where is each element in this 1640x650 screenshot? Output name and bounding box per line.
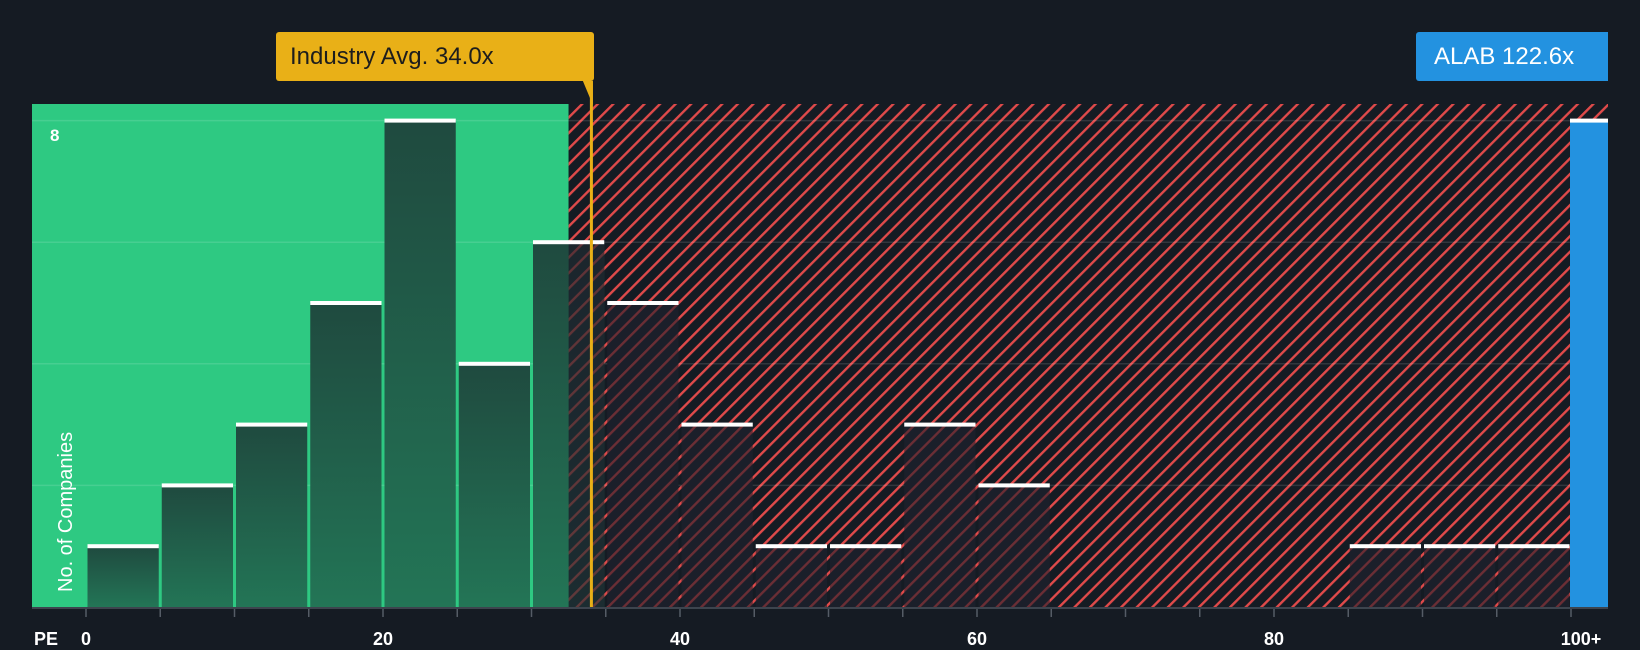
bar-cap (1349, 544, 1421, 549)
y-axis-label: No. of Companies (55, 431, 77, 592)
histogram-bar (1424, 546, 1496, 607)
histogram-bar (458, 363, 530, 607)
bar-cap (755, 544, 827, 549)
industry-avg-label: Industry Avg. 34.0x (290, 43, 494, 70)
histogram-bar (310, 303, 382, 607)
x-tick-label: 20 (372, 629, 394, 649)
bar-cap (310, 301, 382, 305)
bar-cap (681, 422, 753, 427)
bar-cap (1424, 544, 1496, 549)
y-top-tick-label: 8 (50, 126, 60, 145)
company-bar (1570, 120, 1608, 607)
x-tick-label: 40 (669, 629, 691, 649)
company-label: ALAB 122.6x (1434, 43, 1575, 70)
histogram-bar (1349, 546, 1421, 607)
bar-cap (830, 544, 902, 549)
histogram-bar (1498, 546, 1570, 607)
histogram-bar (978, 485, 1050, 607)
x-tick-label: 80 (1263, 629, 1285, 649)
bar-cap (978, 483, 1050, 488)
histogram-bar (384, 120, 456, 607)
histogram-bar (830, 546, 902, 607)
histogram-bar (681, 424, 753, 607)
bar-cap (904, 422, 976, 427)
x-axis-label: PE (34, 629, 59, 649)
histogram-bar (236, 424, 308, 607)
histogram-bar (161, 485, 233, 607)
histogram-bar (904, 424, 976, 607)
x-tick-label: 100+ (1560, 629, 1602, 649)
histogram-bar (755, 546, 827, 607)
bar-cap (161, 483, 233, 488)
x-tick-label: 60 (966, 629, 988, 649)
histogram-bar (87, 546, 159, 607)
industry-avg-badge: Industry Avg. 34.0x (276, 32, 594, 81)
bar-cap (87, 544, 159, 549)
histogram-bar-overlap (568, 242, 605, 607)
bar-cap (533, 240, 605, 245)
bar-cap (236, 422, 308, 427)
bar-cap (1570, 118, 1608, 123)
bar-cap (458, 361, 530, 366)
company-badge: ALAB 122.6x (1416, 32, 1608, 81)
bar-cap (607, 301, 679, 305)
bar-cap (384, 118, 456, 123)
industry-avg-line (589, 81, 593, 607)
x-tick-label: 0 (80, 629, 92, 649)
histogram-bar (607, 303, 679, 607)
bar-cap (1498, 544, 1570, 549)
